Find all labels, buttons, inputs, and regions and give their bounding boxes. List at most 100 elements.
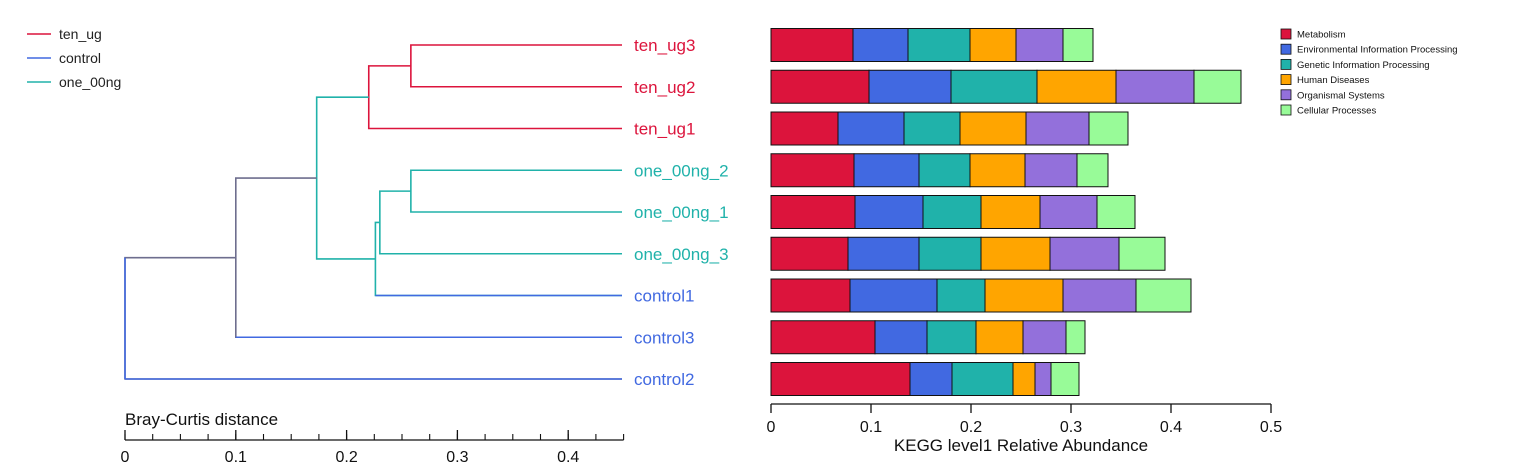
bar-segment xyxy=(975,320,1024,355)
bar-segment xyxy=(980,236,1051,271)
leaf-label: control1 xyxy=(634,287,694,306)
bar-segment xyxy=(770,195,856,229)
dendrogram-branch xyxy=(374,221,622,297)
bar-segment xyxy=(918,236,982,271)
leaf-label: ten_ug3 xyxy=(634,36,695,55)
bar-segment xyxy=(936,278,986,313)
bar-segment xyxy=(1088,111,1129,146)
bar-tick-label: 0.4 xyxy=(1160,419,1182,436)
bar-segment xyxy=(770,278,851,313)
bar-segment xyxy=(770,69,870,104)
bar-legend-label: Human Diseases xyxy=(1297,75,1370,86)
bar-segment xyxy=(770,111,839,146)
bar-segment xyxy=(918,153,971,188)
bar-segment xyxy=(980,195,1041,229)
bar-segment xyxy=(770,28,854,62)
bar-segment xyxy=(868,69,952,104)
bar-legend-swatch xyxy=(1280,74,1292,85)
dendrogram-branch xyxy=(379,190,622,255)
bar-segment xyxy=(1115,69,1195,104)
bar-segment xyxy=(852,28,909,62)
stacked-bar-chart: 0 0.1 0.2 0.3 0.4 0.5 KEGG level1 Relative Abu… xyxy=(767,28,1458,455)
bar-segment xyxy=(770,153,855,188)
bar-legend-swatch xyxy=(1280,104,1292,116)
leaf-label: control2 xyxy=(634,370,694,389)
dendrogram-branch xyxy=(410,169,622,213)
bar-segment xyxy=(874,320,928,355)
bar-segment xyxy=(853,153,920,188)
bar-segment xyxy=(984,278,1064,313)
dendrogram-branch xyxy=(367,65,622,130)
bar-segment xyxy=(837,111,905,146)
bar-segment xyxy=(1022,320,1067,355)
bar-segment xyxy=(854,195,924,229)
bar-segment xyxy=(922,195,982,229)
bar-segment xyxy=(951,362,1014,396)
bar-legend-label: Organismal Systems xyxy=(1297,90,1385,101)
bar-legend-label: Cellular Processes xyxy=(1297,106,1376,117)
bar-segment xyxy=(950,69,1038,104)
dendrogram-tick-label: 0 xyxy=(121,449,130,466)
leaf-label: one_00ng_3 xyxy=(634,245,729,264)
bar-segment xyxy=(1135,278,1192,313)
bar-segment xyxy=(1062,28,1094,62)
bar-tick-label: 0.2 xyxy=(960,419,982,436)
bar-segment xyxy=(770,362,911,396)
leaf-label: one_00ng_2 xyxy=(634,161,729,180)
dendrogram-tick-label: 0.1 xyxy=(225,449,247,466)
bar-segment xyxy=(969,28,1017,62)
bar-legend-swatch xyxy=(1280,89,1292,101)
bar-axis-title: KEGG level1 Relative Abundance xyxy=(894,436,1148,455)
tree-legend-label: ten_ug xyxy=(59,26,102,42)
leaf-label: ten_ug2 xyxy=(634,78,695,97)
bar-tick-label: 0.1 xyxy=(860,419,882,436)
bar-segment xyxy=(903,111,961,146)
bar-segment xyxy=(909,362,953,396)
bar-legend-label: Genetic Information Processing xyxy=(1297,60,1430,71)
bar-segment xyxy=(926,320,977,355)
leaf-label: control3 xyxy=(634,328,694,347)
tree-legend-label: one_00ng xyxy=(59,74,121,90)
bar-legend-swatch xyxy=(1280,59,1292,70)
tree-legend-label: control xyxy=(59,50,101,66)
bar-legend-label: Metabolism xyxy=(1297,30,1346,41)
bar-segment xyxy=(849,278,938,313)
dendrogram-tick-label: 0.2 xyxy=(335,449,357,466)
bar-segment xyxy=(770,320,876,355)
bar-segment xyxy=(1049,236,1120,271)
bar-segment xyxy=(1062,278,1137,313)
bar-segment xyxy=(1039,195,1098,229)
bar-segment xyxy=(1015,28,1064,62)
bar-tick-label: 0 xyxy=(767,419,776,436)
dendrogram-tick-label: 0.3 xyxy=(446,449,468,466)
bar-segment xyxy=(1076,153,1109,188)
dendrogram-branch xyxy=(410,44,622,88)
bar-segment xyxy=(1050,362,1080,396)
bar-tick-label: 0.5 xyxy=(1260,419,1282,436)
bar-segment xyxy=(847,236,920,271)
bar-segment xyxy=(907,28,971,62)
bar-legend-swatch xyxy=(1280,28,1292,40)
bar-legend-label: Environmental Information Processing xyxy=(1297,45,1458,56)
dendrogram-branch xyxy=(235,177,622,339)
dendrogram-branch xyxy=(124,256,622,380)
bar-segment xyxy=(1036,69,1117,104)
bar-segment xyxy=(1096,195,1136,229)
bar-segment xyxy=(1193,69,1242,104)
bar-legend-swatch xyxy=(1280,43,1292,55)
bar-segment xyxy=(969,153,1026,188)
bar-segment xyxy=(1025,111,1090,146)
bar-segment xyxy=(959,111,1027,146)
leaf-label: one_00ng_1 xyxy=(634,203,729,222)
leaf-label: ten_ug1 xyxy=(634,120,695,139)
bar-segment xyxy=(1012,362,1036,396)
dendrogram-axis-title: Bray-Curtis distance xyxy=(125,410,278,429)
bar-segment xyxy=(770,236,849,271)
bar-tick-label: 0.3 xyxy=(1060,419,1082,436)
bar-segment xyxy=(1034,362,1052,396)
bar-segment xyxy=(1065,320,1086,355)
dendrogram-tick-label: 0.4 xyxy=(557,449,579,466)
bar-segment xyxy=(1024,153,1078,188)
